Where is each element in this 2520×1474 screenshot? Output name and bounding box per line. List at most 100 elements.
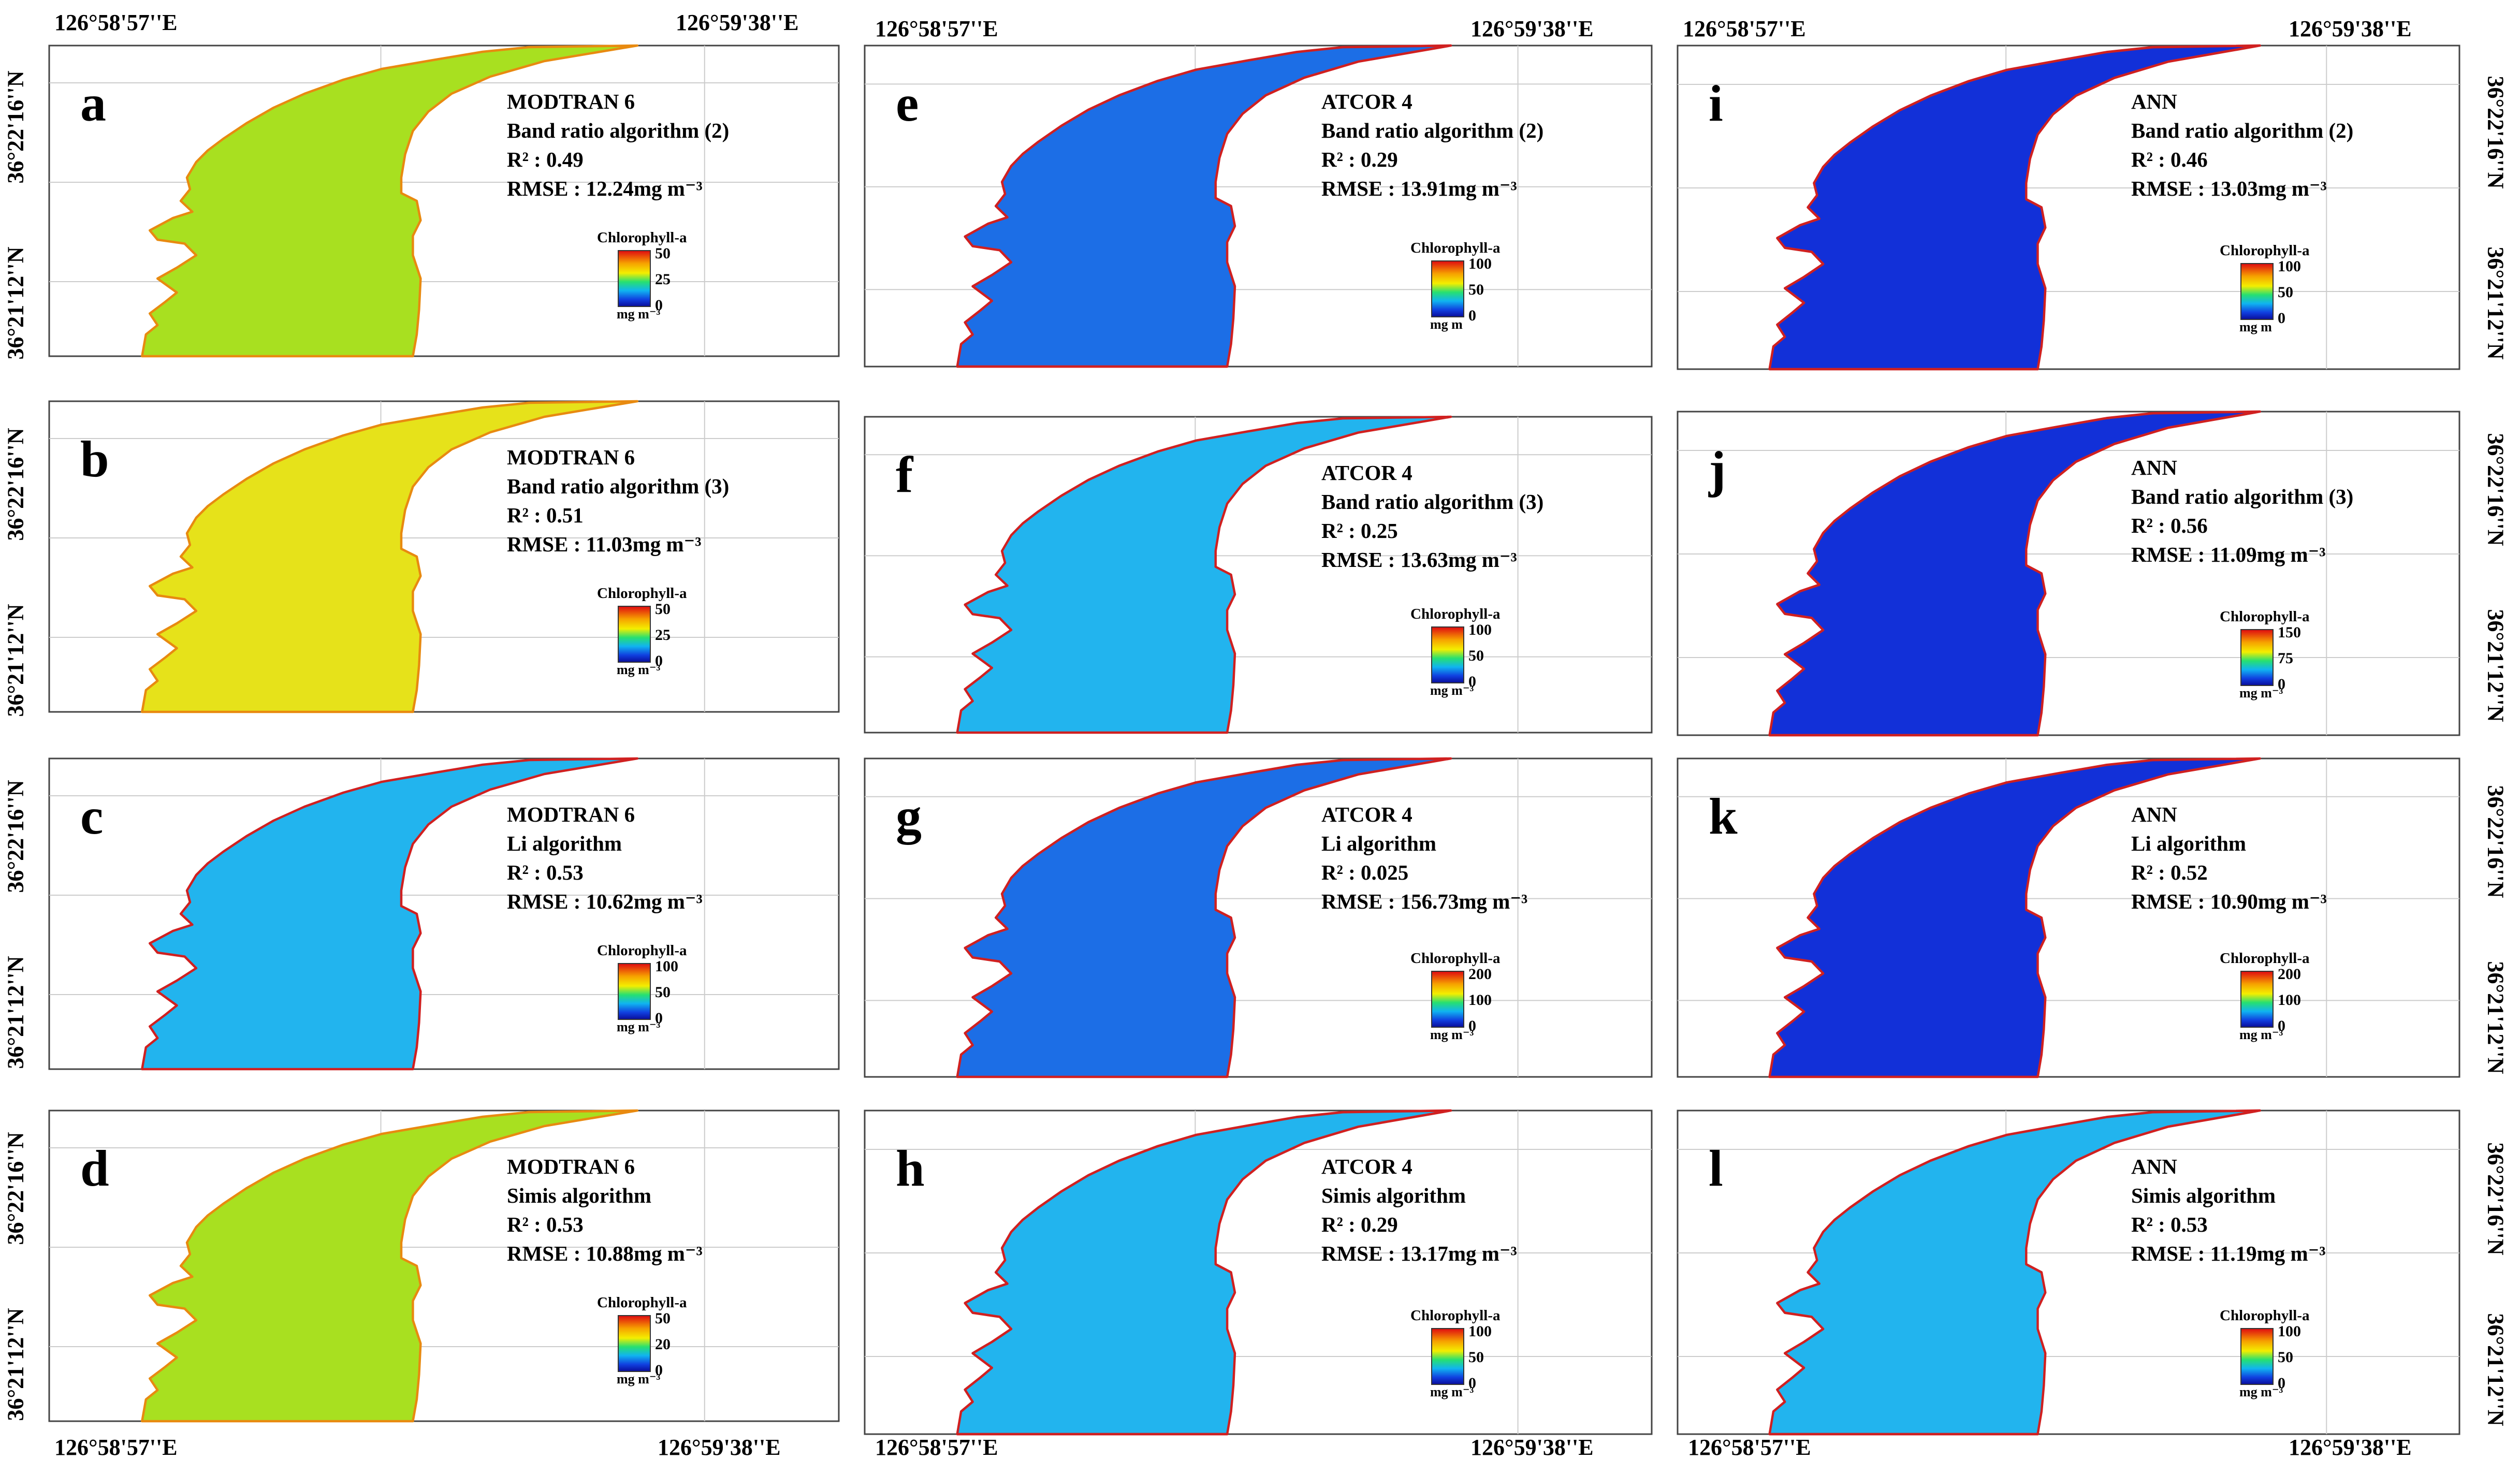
colorbar-tick: 0 bbox=[655, 652, 663, 669]
model-name: MODTRAN 6 bbox=[507, 1155, 635, 1178]
top-lon-east-col3: 126°59'38''E bbox=[2289, 16, 2412, 41]
lat-north-row-j: 36°22'16''N bbox=[2483, 433, 2509, 546]
colorbar-tick: 50 bbox=[655, 1310, 671, 1327]
algorithm-name: Li algorithm bbox=[1321, 831, 1437, 855]
map-canvas bbox=[48, 757, 840, 1071]
colorbar-tick: 0 bbox=[2278, 676, 2285, 693]
colorbar-tick: 100 bbox=[1468, 255, 1492, 272]
colorbar-unit: mg m bbox=[1430, 317, 1463, 332]
colorbar-tick: 25 bbox=[655, 626, 671, 644]
legend-title: Chlorophyll-a bbox=[1410, 606, 1501, 622]
colorbar-tick: 100 bbox=[2278, 1323, 2301, 1340]
legend-title: Chlorophyll-a bbox=[2220, 950, 2310, 967]
panel-letter: b bbox=[80, 430, 109, 488]
colorbar-unit: mg m⁻³ bbox=[2239, 1027, 2283, 1042]
rmse-value: RMSE : 13.03mg m⁻³ bbox=[2131, 177, 2327, 200]
colorbar bbox=[618, 250, 651, 307]
map-canvas bbox=[1677, 757, 2460, 1078]
legend-title: Chlorophyll-a bbox=[597, 942, 687, 959]
legend-title: Chlorophyll-a bbox=[1410, 950, 1501, 967]
map-panel-h: h ATCOR 4 Simis algorithm R² : 0.29 RMSE : 1… bbox=[864, 1109, 1653, 1436]
map-panel-c: c MODTRAN 6 Li algorithm R² : 0.53 RMSE : 10… bbox=[48, 757, 840, 1071]
model-name: ANN bbox=[2131, 456, 2177, 479]
lat-south-row-a: 36°21'12''N bbox=[3, 246, 28, 360]
colorbar-unit: mg m⁻³ bbox=[617, 1019, 661, 1034]
colorbar bbox=[2240, 1328, 2274, 1385]
algorithm-name: Simis algorithm bbox=[507, 1184, 652, 1207]
r-squared: R² : 0.53 bbox=[507, 860, 584, 884]
legend-title: Chlorophyll-a bbox=[597, 229, 687, 246]
map-canvas bbox=[1677, 44, 2460, 371]
r-squared: R² : 0.025 bbox=[1321, 860, 1409, 884]
model-info: ANN Band ratio algorithm (3) R² : 0.56 RMSE… bbox=[2131, 453, 2353, 569]
model-name: ATCOR 4 bbox=[1321, 461, 1412, 485]
colorbar-tick: 100 bbox=[655, 958, 678, 975]
legend-title: Chlorophyll-a bbox=[597, 1294, 687, 1311]
bottom-lon-west-col3: 126°58'57''E bbox=[1688, 1435, 1811, 1460]
reservoir-chlorophyll-map bbox=[141, 400, 639, 713]
model-info: MODTRAN 6 Simis algorithm R² : 0.53 RMSE : … bbox=[507, 1152, 703, 1268]
model-info: MODTRAN 6 Li algorithm R² : 0.53 RMSE : 10.… bbox=[507, 800, 703, 916]
colorbar-tick: 0 bbox=[655, 1010, 663, 1027]
algorithm-name: Li algorithm bbox=[507, 831, 622, 855]
colorbar bbox=[2240, 629, 2274, 686]
panel-letter: l bbox=[1709, 1140, 1723, 1197]
lat-north-row-c: 36°22'16''N bbox=[3, 780, 28, 893]
top-lon-west-col2: 126°58'57''E bbox=[875, 16, 998, 41]
rmse-value: RMSE : 11.19mg m⁻³ bbox=[2131, 1242, 2326, 1265]
algorithm-name: Simis algorithm bbox=[1321, 1184, 1466, 1207]
colorbar-tick: 100 bbox=[2278, 991, 2301, 1009]
legend-title: Chlorophyll-a bbox=[1410, 240, 1501, 256]
map-panel-d: d MODTRAN 6 Simis algorithm R² : 0.53 RMSE :… bbox=[48, 1109, 840, 1423]
lat-north-row-k: 36°22'16''N bbox=[2483, 785, 2509, 898]
bottom-lon-west-col1: 126°58'57''E bbox=[54, 1435, 178, 1460]
colorbar-tick: 100 bbox=[2278, 258, 2301, 275]
colorbar-tick: 50 bbox=[655, 984, 671, 1001]
reservoir-chlorophyll-map bbox=[141, 44, 639, 358]
map-panel-j: j ANN Band ratio algorithm (3) R² : 0.56 RMS… bbox=[1677, 410, 2460, 737]
colorbar-unit: mg m⁻³ bbox=[2239, 685, 2283, 700]
colorbar bbox=[618, 1315, 651, 1372]
top-lon-west-col1: 126°58'57''E bbox=[54, 10, 178, 35]
algorithm-name: Band ratio algorithm (3) bbox=[1321, 490, 1544, 514]
model-name: ANN bbox=[2131, 90, 2177, 113]
reservoir-chlorophyll-map bbox=[141, 1109, 639, 1423]
reservoir-chlorophyll-map bbox=[1768, 410, 2261, 737]
model-name: MODTRAN 6 bbox=[507, 445, 635, 469]
r-squared: R² : 0.53 bbox=[2131, 1213, 2208, 1236]
r-squared: R² : 0.51 bbox=[507, 503, 584, 527]
rmse-value: RMSE : 10.62mg m⁻³ bbox=[507, 889, 703, 913]
r-squared: R² : 0.49 bbox=[507, 148, 584, 171]
reservoir-chlorophyll-map bbox=[956, 1109, 1452, 1436]
colorbar bbox=[1431, 626, 1464, 683]
r-squared: R² : 0.29 bbox=[1321, 1213, 1398, 1236]
algorithm-name: Band ratio algorithm (3) bbox=[507, 474, 730, 498]
map-panel-b: b MODTRAN 6 Band ratio algorithm (3) R² : 0… bbox=[48, 400, 840, 713]
bottom-lon-east-col1: 126°59'38''E bbox=[658, 1435, 781, 1460]
map-canvas bbox=[1677, 1109, 2460, 1436]
rmse-value: RMSE : 11.09mg m⁻³ bbox=[2131, 543, 2326, 566]
r-squared: R² : 0.53 bbox=[507, 1213, 584, 1236]
model-name: ATCOR 4 bbox=[1321, 802, 1412, 826]
legend-title: Chlorophyll-a bbox=[2220, 608, 2310, 625]
algorithm-name: Li algorithm bbox=[2131, 831, 2247, 855]
colorbar-unit: mg m⁻³ bbox=[2239, 1384, 2283, 1399]
colorbar-unit: mg m bbox=[2239, 319, 2272, 334]
map-panel-a: a MODTRAN 6 Band ratio algorithm (2) R² : 0… bbox=[48, 44, 840, 358]
colorbar bbox=[1431, 260, 1464, 317]
r-squared: R² : 0.52 bbox=[2131, 860, 2208, 884]
map-panel-g: g ATCOR 4 Li algorithm R² : 0.025 RMSE : 156… bbox=[864, 757, 1653, 1078]
map-panel-f: f ATCOR 4 Band ratio algorithm (3) R² : 0.2… bbox=[864, 415, 1653, 734]
colorbar-tick: 0 bbox=[1468, 1375, 1476, 1392]
bottom-lon-east-col3: 126°59'38''E bbox=[2289, 1435, 2412, 1460]
panel-letter: i bbox=[1709, 75, 1723, 132]
legend-title: Chlorophyll-a bbox=[2220, 1307, 2310, 1324]
colorbar-tick: 150 bbox=[2278, 624, 2301, 641]
algorithm-name: Band ratio algorithm (3) bbox=[2131, 485, 2354, 508]
panel-letter: e bbox=[896, 75, 919, 132]
colorbar-tick: 50 bbox=[1468, 281, 1484, 298]
panel-letter: c bbox=[80, 787, 104, 845]
model-name: ANN bbox=[2131, 802, 2177, 826]
map-canvas bbox=[864, 1109, 1653, 1436]
lat-north-row-a: 36°22'16''N bbox=[3, 70, 28, 184]
